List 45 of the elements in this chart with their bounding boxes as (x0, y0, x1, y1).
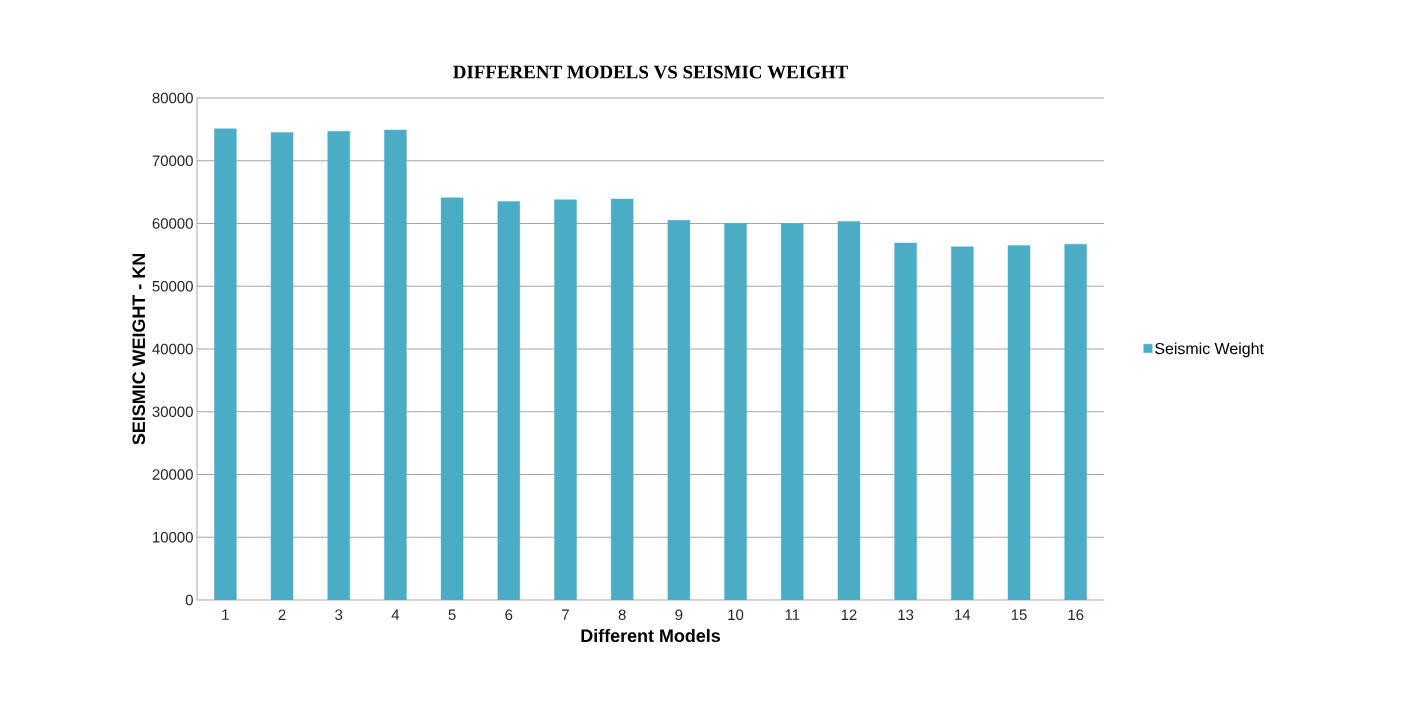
x-tick-label: 9 (675, 609, 683, 621)
x-tick-label: 11 (785, 609, 800, 620)
y-tick-label: 20000 (152, 469, 193, 480)
x-tick-label: 14 (955, 609, 971, 620)
bar (1064, 243, 1087, 600)
x-tick-label: 2 (278, 609, 286, 620)
bar (894, 242, 917, 600)
y-axis-title: SEISMIC WEIGHT - KN (132, 254, 146, 445)
bar (497, 201, 520, 600)
bar (384, 129, 407, 600)
bar (837, 221, 861, 600)
x-tick-label: 5 (448, 609, 456, 620)
x-tick-label: 12 (841, 609, 857, 620)
x-tick-label: 6 (505, 609, 513, 621)
x-tick-label: 4 (391, 609, 400, 620)
x-tick-label: 3 (335, 609, 343, 621)
bar (724, 223, 747, 600)
x-tick-label: 16 (1068, 609, 1084, 621)
x-axis-title: Different Models (581, 628, 721, 643)
x-tick-label: 13 (898, 609, 914, 621)
bar (270, 132, 294, 600)
bar (327, 131, 350, 600)
y-tick-label: 40000 (152, 343, 193, 355)
y-tick-label: 60000 (152, 218, 193, 229)
y-tick-label: 80000 (152, 92, 193, 104)
bar (554, 199, 577, 600)
bar (667, 220, 691, 600)
y-tick-label: 30000 (152, 406, 193, 418)
legend-label: Seismic Weight (1155, 342, 1264, 358)
y-tick-label: 70000 (152, 155, 193, 167)
x-tick-label: 10 (728, 609, 744, 621)
y-tick-label: 0 (185, 594, 193, 606)
x-tick-label: 8 (618, 609, 626, 621)
bar (1007, 245, 1031, 600)
bar (781, 223, 804, 600)
bar (214, 128, 237, 600)
bar (951, 246, 974, 600)
y-tick-label: 10000 (153, 531, 193, 543)
x-tick-label: 7 (562, 609, 569, 620)
chart-title: DIFFERENT MODELS VS SEISMIC WEIGHT (453, 65, 848, 79)
bar (440, 197, 464, 600)
x-tick-label: 15 (1011, 609, 1027, 620)
bar (610, 198, 634, 600)
y-tick-label: 50000 (152, 280, 193, 292)
x-tick-label: 1 (222, 609, 229, 620)
